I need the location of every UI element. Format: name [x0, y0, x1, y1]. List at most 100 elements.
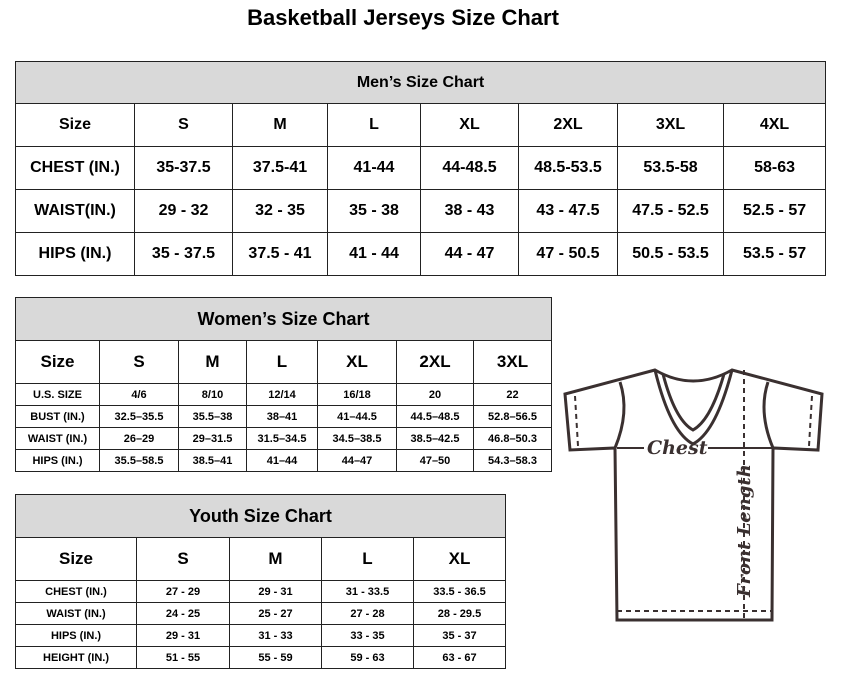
table-cell: 31 - 33.5 — [321, 580, 414, 603]
table-cell: 50.5 - 53.5 — [617, 232, 724, 276]
table-cell: 26–29 — [99, 427, 179, 450]
table-cell: 27 - 28 — [321, 602, 414, 625]
table-cell: 32 - 35 — [232, 189, 328, 233]
table-cell: 35-37.5 — [134, 146, 233, 190]
row-label: Size — [15, 537, 137, 581]
row-label: HIPS (IN.) — [15, 624, 137, 647]
table-cell: L — [321, 537, 414, 581]
youth-size-table: Youth Size Chart Size S M L XL CHEST (IN.) 27 … — [14, 494, 507, 669]
table-cell: 43 - 47.5 — [518, 189, 618, 233]
table-cell: 38 - 43 — [420, 189, 519, 233]
table-cell: 34.5–38.5 — [317, 427, 397, 450]
row-label: WAIST (IN.) — [15, 427, 100, 450]
table-cell: 58-63 — [722, 146, 827, 190]
table-row: HIPS (IN.) 29 - 31 31 - 33 33 - 35 35 - 37 — [15, 624, 507, 647]
table-cell: 35 - 37 — [412, 624, 507, 647]
table-cell: 22 — [472, 383, 553, 406]
row-label: BUST (IN.) — [15, 405, 100, 428]
youth-table-title: Youth Size Chart — [14, 494, 507, 538]
table-cell: 38.5–42.5 — [396, 427, 474, 450]
shirt-outline-icon — [563, 368, 824, 622]
table-cell: 47–50 — [396, 449, 474, 472]
table-cell: 38.5–41 — [178, 449, 247, 472]
table-cell: 44-48.5 — [420, 146, 519, 190]
table-cell: 47 - 50.5 — [518, 232, 618, 276]
row-label: HIPS (IN.) — [15, 449, 100, 472]
table-cell: 53.5-58 — [617, 146, 724, 190]
table-row: WAIST (IN.) 24 - 25 25 - 27 27 - 28 28 - 29.… — [15, 602, 507, 625]
table-cell: 27 - 29 — [136, 580, 230, 603]
womens-table-title: Women’s Size Chart — [14, 297, 553, 341]
table-cell: 8/10 — [178, 383, 247, 406]
table-cell: 29 - 32 — [134, 189, 233, 233]
table-cell: XL — [317, 340, 397, 384]
table-cell: 2XL — [396, 340, 474, 384]
page-title: Basketball Jerseys Size Chart — [247, 5, 559, 30]
row-label: Size — [15, 103, 135, 147]
table-cell: 4XL — [722, 103, 827, 147]
table-cell: 12/14 — [246, 383, 318, 406]
table-cell: 53.5 - 57 — [722, 232, 827, 276]
table-row: U.S. SIZE 4/6 8/10 12/14 16/18 20 22 — [15, 383, 553, 406]
table-cell: 31.5–34.5 — [246, 427, 318, 450]
table-cell: S — [99, 340, 179, 384]
row-label: HEIGHT (IN.) — [15, 646, 137, 669]
table-cell: 25 - 27 — [229, 602, 322, 625]
table-cell: 28 - 29.5 — [412, 602, 507, 625]
table-cell: 33 - 35 — [321, 624, 414, 647]
table-row: BUST (IN.) 32.5–35.5 35.5–38 38–41 41–44.5 44… — [15, 405, 553, 428]
table-cell: 35.5–38 — [178, 405, 247, 428]
table-cell: 48.5-53.5 — [518, 146, 618, 190]
table-cell: 41-44 — [327, 146, 421, 190]
table-cell: 46.8–50.3 — [472, 427, 553, 450]
table-cell: M — [229, 537, 322, 581]
table-cell: 24 - 25 — [136, 602, 230, 625]
table-cell: 44 - 47 — [420, 232, 519, 276]
jersey-diagram: Chest Front Length — [563, 368, 824, 622]
table-row: HIPS (IN.) 35.5–58.5 38.5–41 41–44 44–47 47–5… — [15, 449, 553, 472]
row-label: CHEST (IN.) — [15, 580, 137, 603]
table-cell: L — [246, 340, 318, 384]
table-cell: 4/6 — [99, 383, 179, 406]
table-cell: L — [327, 103, 421, 147]
table-row: CHEST (IN.) 35-37.5 37.5-41 41-44 44-48.5 48.… — [15, 146, 827, 190]
row-label: Size — [15, 340, 100, 384]
row-label: HIPS (IN.) — [15, 232, 135, 276]
table-cell: 47.5 - 52.5 — [617, 189, 724, 233]
table-cell: 41–44.5 — [317, 405, 397, 428]
table-cell: 41 - 44 — [327, 232, 421, 276]
table-cell: 38–41 — [246, 405, 318, 428]
header-row: Size S M L XL 2XL 3XL — [15, 340, 553, 384]
front-length-label: Front Length — [734, 464, 755, 598]
table-row: CHEST (IN.) 27 - 29 29 - 31 31 - 33.5 33.5 -… — [15, 580, 507, 603]
table-cell: M — [232, 103, 328, 147]
table-cell: XL — [420, 103, 519, 147]
mens-table-title: Men’s Size Chart — [14, 61, 827, 104]
table-cell: 35 - 38 — [327, 189, 421, 233]
table-cell: 16/18 — [317, 383, 397, 406]
table-cell: 32.5–35.5 — [99, 405, 179, 428]
table-cell: 54.3–58.3 — [472, 449, 553, 472]
table-cell: 41–44 — [246, 449, 318, 472]
table-cell: 52.8–56.5 — [472, 405, 553, 428]
table-cell: 44–47 — [317, 449, 397, 472]
womens-size-table: Women’s Size Chart Size S M L XL 2XL 3XL U.S. S… — [14, 297, 553, 472]
table-cell: S — [134, 103, 233, 147]
table-cell: XL — [412, 537, 507, 581]
table-cell: M — [178, 340, 247, 384]
row-label: WAIST (IN.) — [15, 602, 137, 625]
table-row: WAIST (IN.) 26–29 29–31.5 31.5–34.5 34.5–38.… — [15, 427, 553, 450]
table-cell: 3XL — [472, 340, 553, 384]
table-cell: 20 — [396, 383, 474, 406]
table-row: WAIST(IN.) 29 - 32 32 - 35 35 - 38 38 - 43 43… — [15, 189, 827, 233]
row-label: WAIST(IN.) — [15, 189, 135, 233]
table-cell: 31 - 33 — [229, 624, 322, 647]
header-row: Size S M L XL 2XL 3XL 4XL — [15, 103, 827, 147]
header-row: Size S M L XL — [15, 537, 507, 581]
chest-label: Chest — [647, 437, 708, 459]
table-cell: 55 - 59 — [229, 646, 322, 669]
table-cell: 51 - 55 — [136, 646, 230, 669]
table-cell: 37.5-41 — [232, 146, 328, 190]
row-label: CHEST (IN.) — [15, 146, 135, 190]
table-cell: 63 - 67 — [412, 646, 507, 669]
